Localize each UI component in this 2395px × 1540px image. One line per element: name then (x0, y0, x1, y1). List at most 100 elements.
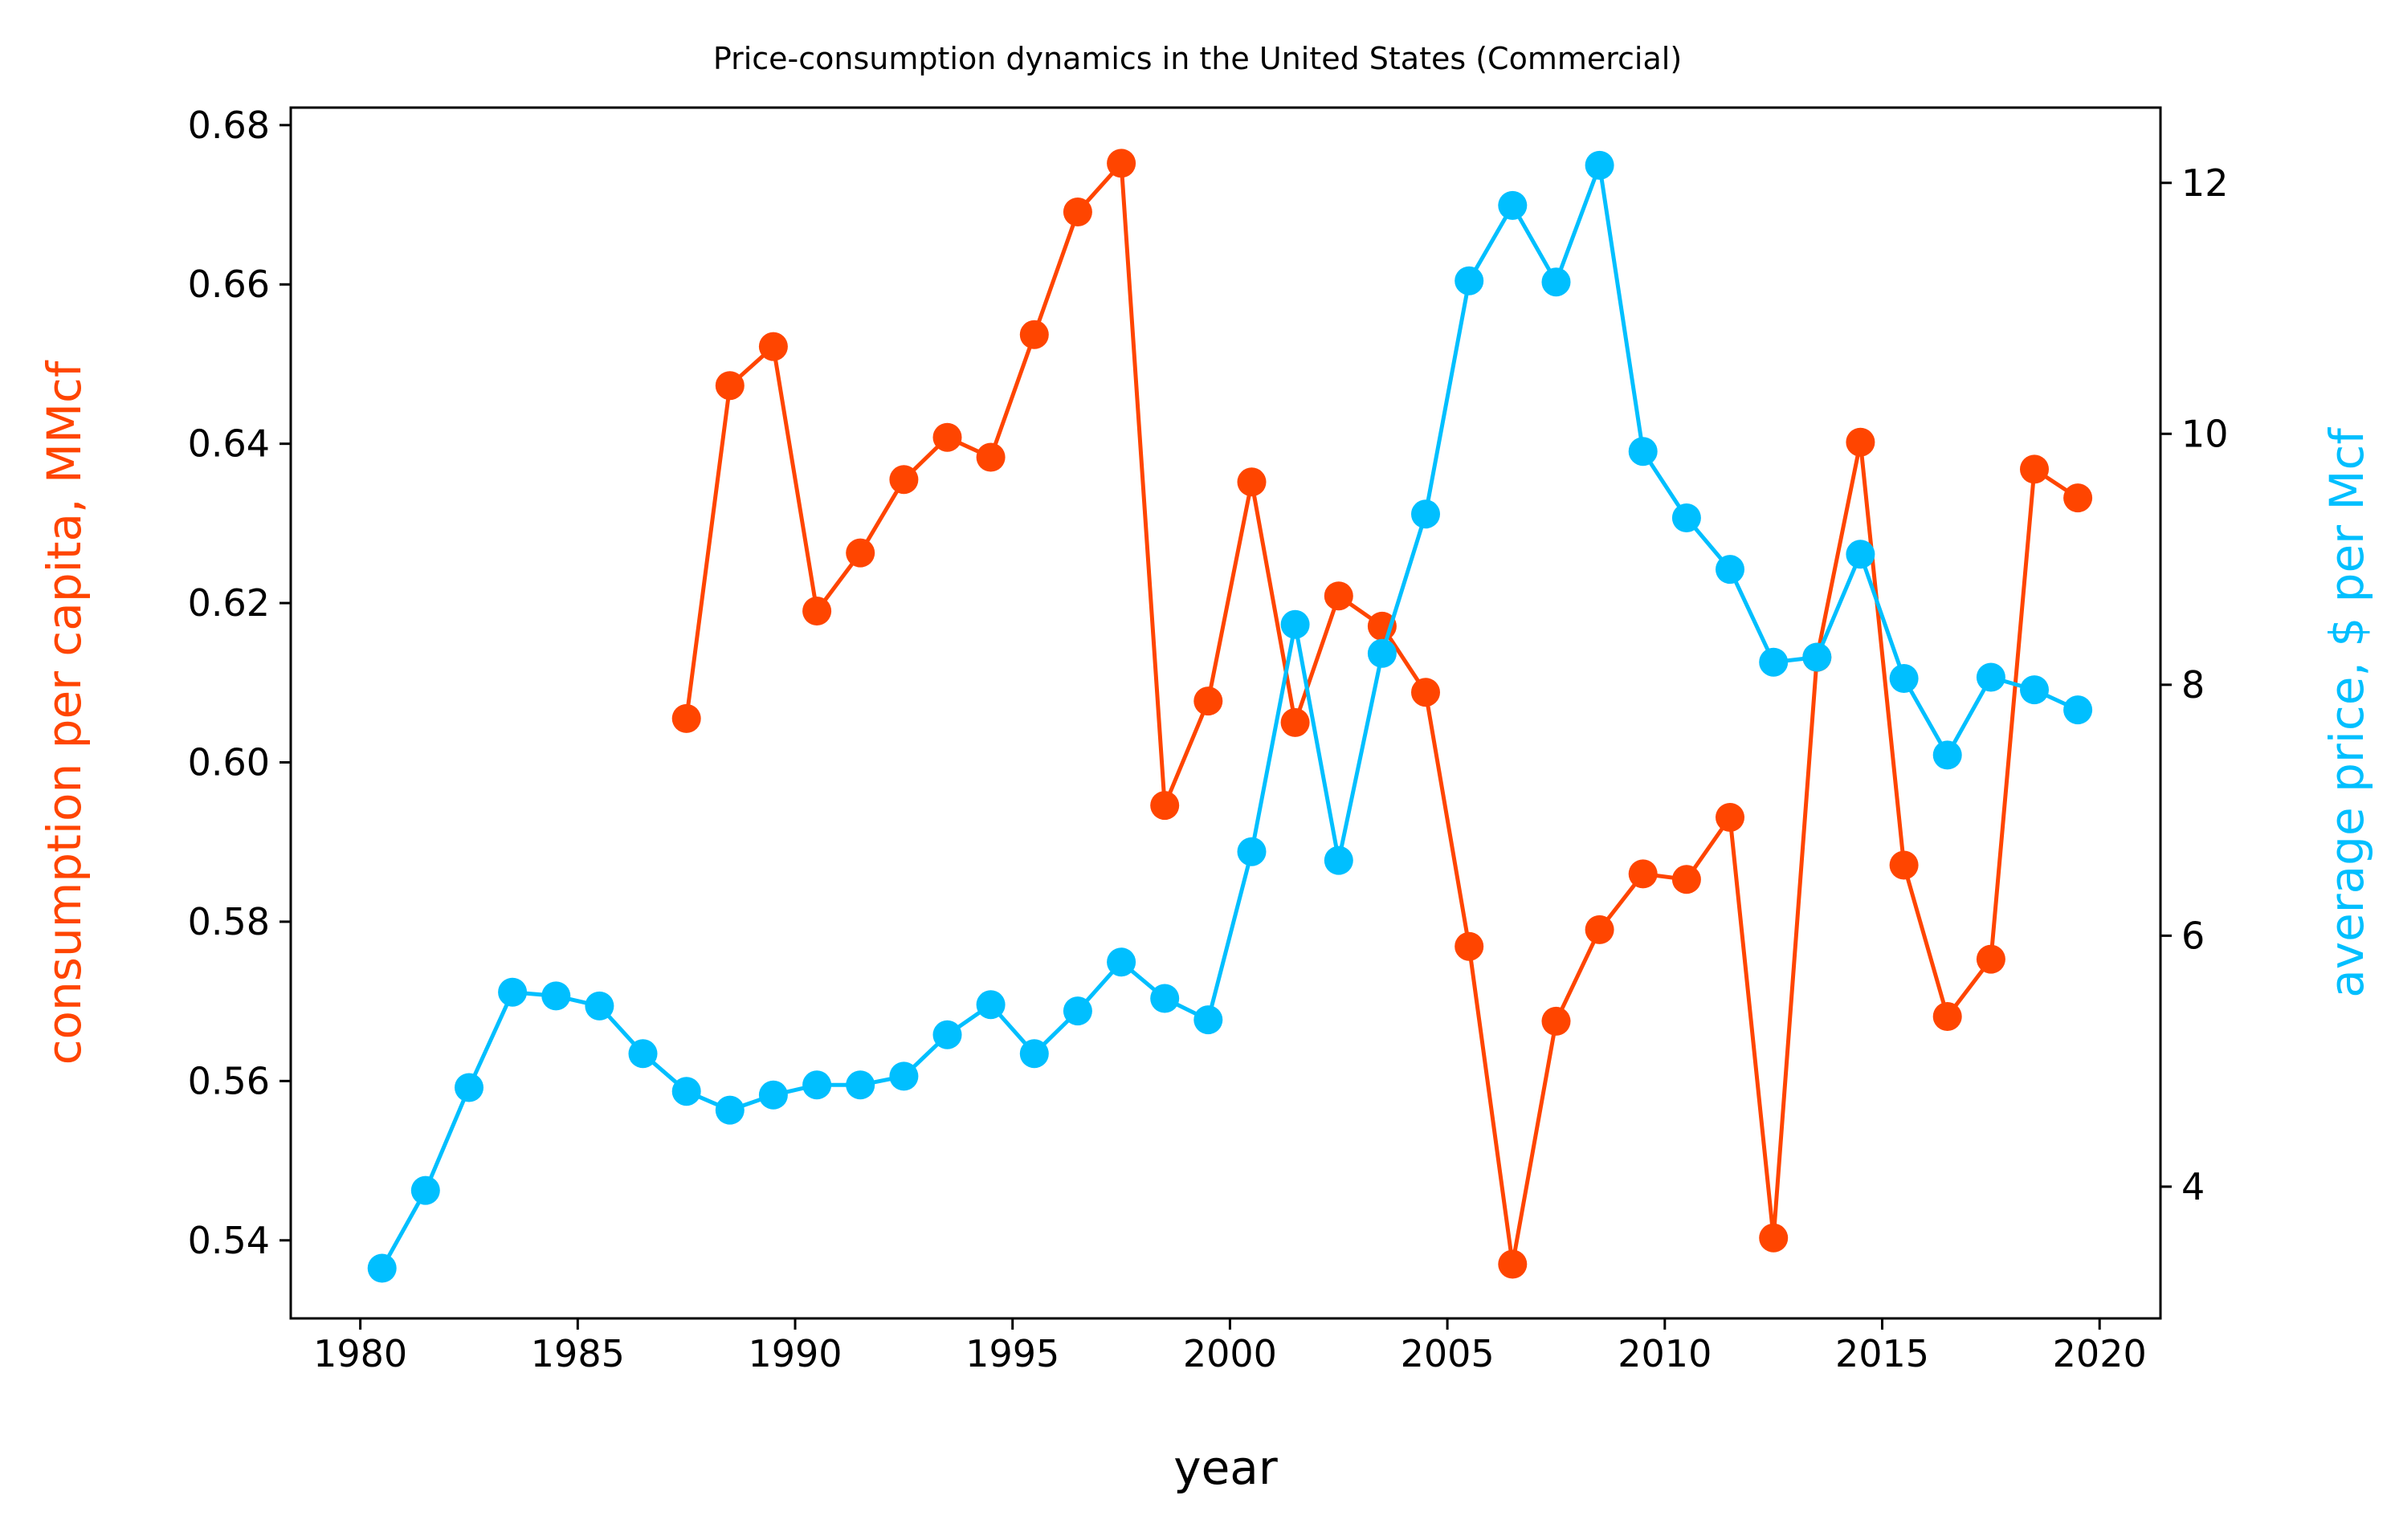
x-tick-label: 2005 (1401, 1332, 1495, 1375)
y-left-tick-label: 0.68 (188, 104, 270, 147)
series-consumption-point (1889, 850, 1919, 880)
series-price-point (1150, 984, 1180, 1013)
series-price-point (1237, 837, 1267, 866)
series-price-point (2063, 695, 2093, 725)
series-price-point (1671, 503, 1701, 532)
series-price-point (1411, 499, 1440, 529)
series-consumption-point (846, 538, 875, 568)
x-tick-label: 2015 (1835, 1332, 1929, 1375)
series-price-point (889, 1061, 919, 1091)
series-consumption-point (1150, 791, 1180, 821)
series-consumption-point (671, 703, 701, 733)
series-consumption-point (1324, 581, 1353, 611)
series-price-point (802, 1070, 832, 1100)
series-consumption-point (1759, 1223, 1789, 1253)
series-price-point (758, 1080, 788, 1110)
y-right-tick-label: 8 (2181, 663, 2205, 707)
series-consumption-point (1716, 803, 1744, 832)
series-price-point (1585, 150, 1614, 180)
series-consumption-point (1193, 686, 1223, 716)
series-price-point (1802, 642, 1832, 672)
series-price-point (715, 1095, 745, 1125)
series-price-point (1324, 845, 1353, 875)
series-consumption-point (802, 597, 832, 625)
series-consumption-point (1107, 149, 1136, 178)
series-price-point (541, 981, 571, 1011)
series-consumption-point (1063, 198, 1092, 226)
series-price-point (846, 1070, 875, 1100)
y-left-tick-label: 0.60 (188, 741, 270, 784)
plot-frame (289, 106, 2162, 1320)
y-left-tick-label: 0.56 (188, 1059, 270, 1102)
series-price-point (1541, 267, 1571, 297)
x-tick-label: 1980 (313, 1332, 407, 1375)
series-price-point (585, 991, 614, 1021)
y-axis-right-label: average price, $ per Mcf (2320, 427, 2374, 998)
series-consumption-point (1411, 678, 1440, 707)
series-consumption-point (976, 442, 1006, 472)
series-consumption-line (684, 161, 2079, 1266)
y-left-tick-label: 0.64 (188, 422, 270, 466)
series-price-point (1193, 1005, 1223, 1035)
series-price-point (1063, 996, 1092, 1026)
x-axis: 1980 1985 1990 1995 2000 2005 2010 2015 2020 (313, 1318, 2147, 1375)
series-price-point (1107, 947, 1136, 977)
x-tick-label: 1985 (531, 1332, 625, 1375)
series-consumption-point (1541, 1006, 1571, 1036)
y-left-tick-label: 0.58 (188, 900, 270, 943)
y-right-tick-label: 12 (2181, 161, 2229, 205)
series-price-point (1498, 190, 1528, 220)
y-axis-left-label: consumption per capita, MMcf (37, 360, 92, 1065)
series-consumption-point (1280, 707, 1310, 737)
series-consumption-point (2063, 483, 2093, 513)
series-price-point (2020, 675, 2049, 705)
series-price-point (1846, 540, 1875, 569)
series-price-point (1019, 1039, 1049, 1069)
series-price-line (380, 163, 2079, 1269)
series-consumption-point (1628, 859, 1658, 889)
series-consumption-point (1976, 944, 2005, 974)
x-tick-label: 1990 (748, 1332, 842, 1375)
series-price-point (1932, 740, 1962, 770)
series-price-point (1280, 609, 1310, 639)
y-left-tick-label: 0.54 (188, 1219, 270, 1262)
y-right-tick-label: 4 (2181, 1165, 2205, 1208)
series-consumption-point (1019, 320, 1049, 349)
x-tick-label: 2010 (1618, 1332, 1712, 1375)
y-right-tick-label: 6 (2181, 914, 2205, 957)
series-price-point (671, 1077, 701, 1106)
x-tick-label: 2020 (2053, 1332, 2147, 1375)
x-tick-label: 2000 (1183, 1332, 1277, 1375)
series-consumption-point (758, 332, 788, 361)
series-consumption-point (1846, 427, 1875, 457)
series-layer (367, 149, 2093, 1283)
series-price-point (455, 1073, 483, 1102)
series-consumption-point (932, 422, 962, 452)
series-consumption-point (1455, 931, 1484, 961)
series-consumption-point (1932, 1002, 1962, 1031)
series-consumption-point (1671, 865, 1701, 894)
x-axis-label: year (1173, 1440, 1278, 1495)
series-price-point (628, 1039, 658, 1069)
series-consumption-point (1585, 915, 1614, 944)
series-consumption-point (1237, 467, 1267, 497)
y-axis-right: 4 6 8 10 12 (2160, 161, 2229, 1208)
x-tick-label: 1995 (965, 1332, 1059, 1375)
series-price-point (1976, 662, 2005, 692)
series-price-point (1628, 437, 1658, 466)
series-consumption-point (2020, 454, 2049, 484)
series-price-point (410, 1175, 440, 1205)
series-price-point (1716, 555, 1744, 585)
series-consumption-point (889, 465, 919, 495)
series-price-point (367, 1253, 397, 1283)
series-price-point (1889, 664, 1919, 693)
series-price-point (1367, 638, 1397, 668)
series-price-point (976, 990, 1006, 1020)
series-price-point (1455, 266, 1484, 295)
y-left-tick-label: 0.66 (188, 263, 270, 306)
series-consumption-point (715, 371, 745, 401)
y-axis-left: 0.54 0.56 0.58 0.60 0.62 0.64 0.66 0.68 (188, 104, 291, 1262)
series-consumption-point (1498, 1249, 1528, 1279)
y-left-tick-label: 0.62 (188, 581, 270, 625)
